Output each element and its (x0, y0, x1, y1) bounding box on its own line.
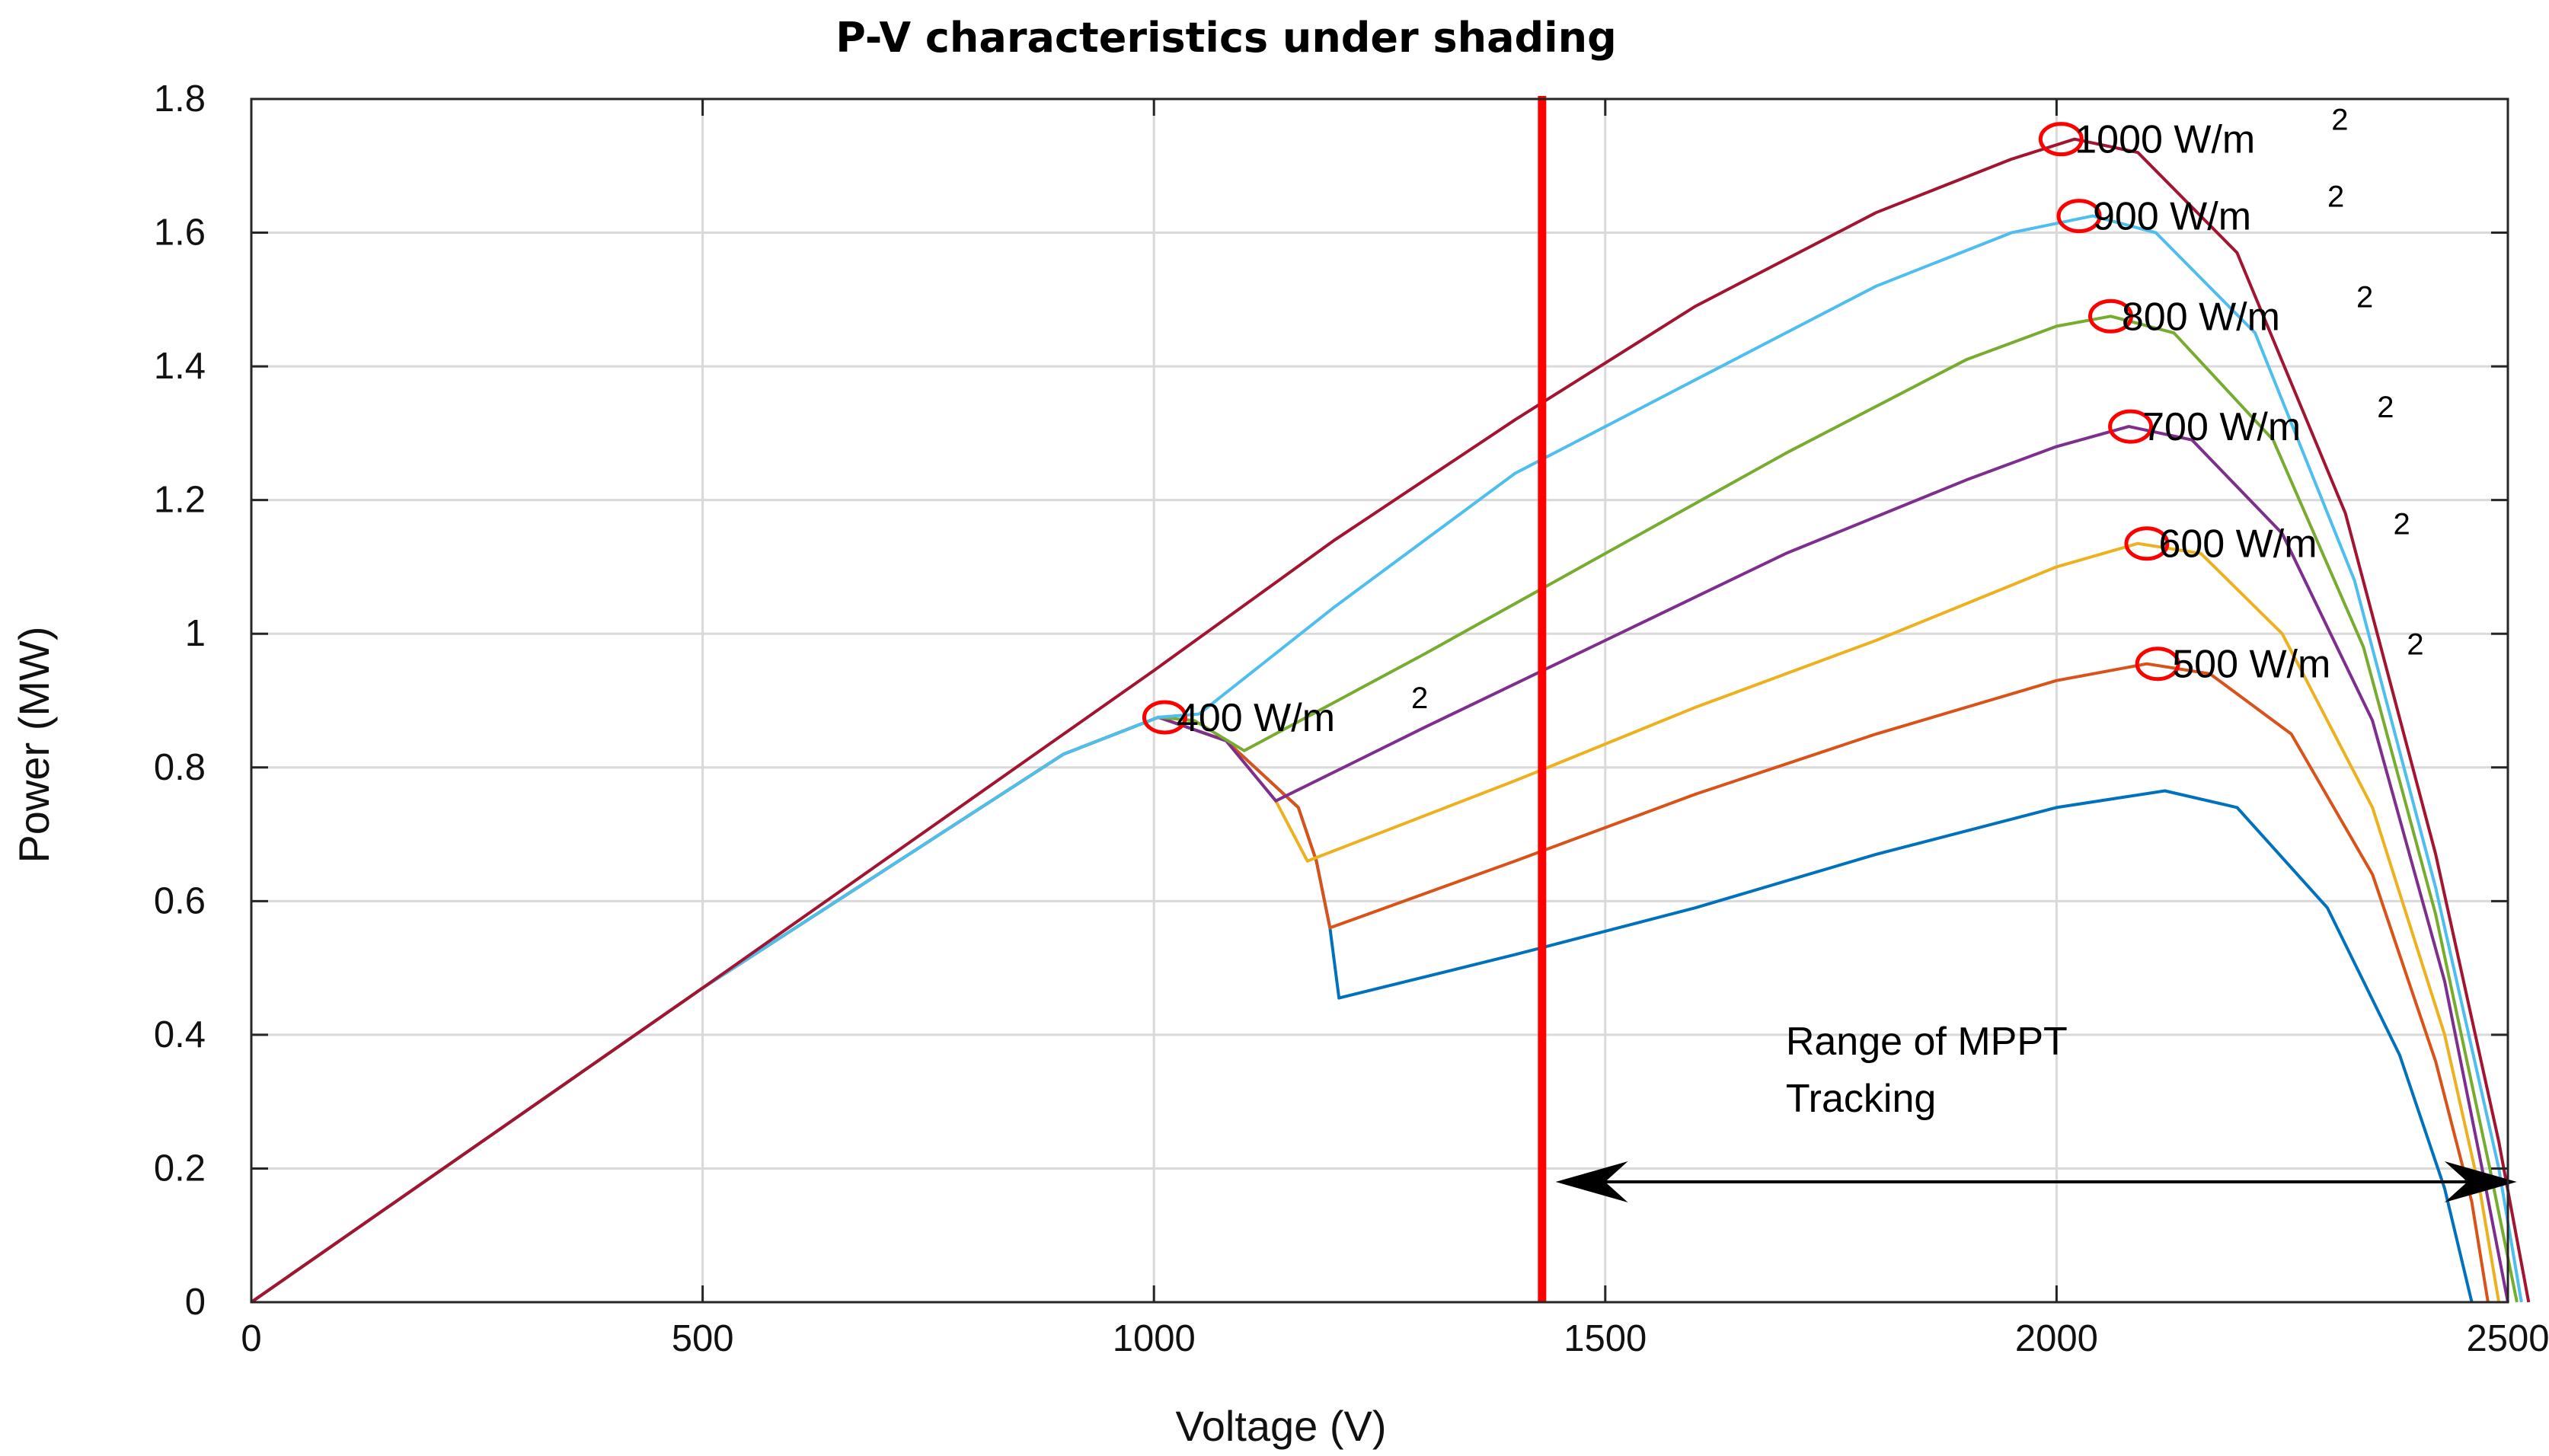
x-tick-label: 1500 (1564, 1318, 1647, 1359)
irradiance-label: 500 W/m (2172, 643, 2330, 687)
y-tick-label: 1.6 (154, 212, 206, 254)
y-tick-label: 1.4 (154, 346, 206, 387)
x-axis-label: Voltage (V) (1175, 1402, 1386, 1450)
range-arrow-right-head (2444, 1161, 2517, 1202)
irradiance-label: 600 W/m (2158, 522, 2317, 567)
annotation-group: Range of MPPT Tracking (1786, 1020, 2068, 1121)
series-line-3 (250, 541, 2501, 1304)
series-line-2 (250, 662, 2490, 1304)
mpp-marker-group (1142, 122, 2180, 735)
irradiance-label-superscript: 2 (2327, 180, 2344, 214)
series-line-7 (250, 137, 2531, 1304)
irradiance-label-superscript: 2 (2356, 280, 2373, 314)
range-arrow-group (1555, 1161, 2517, 1202)
irradiance-label-group: 1000 W/m 2 900 W/m 2 800 W/m 2 700 W/m 2 600 W/m… (1177, 104, 2424, 740)
y-tick-label: 0.6 (154, 880, 206, 921)
mpp-marker (2108, 409, 2154, 444)
grid-lines (250, 97, 2509, 1304)
irradiance-label: 400 W/m (1177, 696, 1335, 740)
plot-frame (250, 97, 2509, 1304)
y-tick-label: 0.4 (154, 1014, 206, 1055)
mppt-range-annotation: Tracking (1786, 1077, 1936, 1121)
irradiance-label-superscript: 2 (2377, 391, 2394, 424)
series-group (250, 137, 2531, 1304)
x-tick-label: 2500 (2466, 1318, 2549, 1359)
y-tick-label: 1.8 (154, 78, 206, 120)
mpp-marker (2056, 199, 2102, 234)
irradiance-label-superscript: 2 (1411, 682, 1428, 715)
irradiance-label: 1000 W/m (2075, 118, 2255, 162)
mpp-marker (2135, 647, 2180, 682)
series-line-1 (250, 715, 2474, 1304)
y-tick-label: 1.2 (154, 480, 206, 521)
y-axis-label: Power (MW) (10, 626, 58, 863)
series-line-6 (250, 214, 2523, 1304)
irradiance-label: 900 W/m (2093, 195, 2251, 239)
x-tick-label: 0 (241, 1318, 261, 1359)
tick-label-group: 0 500 1000 1500 2000 2500 0 0.2 0.4 0.6 0.8 1 1.2 1.4… (154, 78, 2549, 1359)
x-tick-label: 1000 (1113, 1318, 1196, 1359)
irradiance-label: 800 W/m (2122, 295, 2280, 339)
y-tick-label: 1 (185, 613, 206, 654)
mpp-marker (2124, 526, 2170, 561)
irradiance-label-superscript: 2 (2394, 508, 2410, 541)
axes-frame (250, 97, 2509, 1304)
y-tick-label: 0.8 (154, 747, 206, 788)
mpp-marker (1142, 700, 1187, 735)
irradiance-label: 700 W/m (2142, 405, 2301, 449)
irradiance-label-superscript: 2 (2407, 628, 2423, 662)
y-tick-label: 0 (185, 1282, 206, 1323)
mpp-marker (2088, 299, 2134, 334)
x-tick-label: 2000 (2015, 1318, 2098, 1359)
range-arrow-left-head (1555, 1161, 1628, 1202)
y-tick-label: 0.2 (154, 1148, 206, 1189)
irradiance-label-superscript: 2 (2331, 104, 2348, 137)
mpp-marker (2038, 122, 2084, 157)
chart-title: P-V characteristics under shading (835, 14, 1617, 62)
series-line-5 (250, 315, 2519, 1304)
x-tick-label: 500 (672, 1318, 734, 1359)
mppt-range-annotation: Range of MPPT (1786, 1020, 2068, 1064)
